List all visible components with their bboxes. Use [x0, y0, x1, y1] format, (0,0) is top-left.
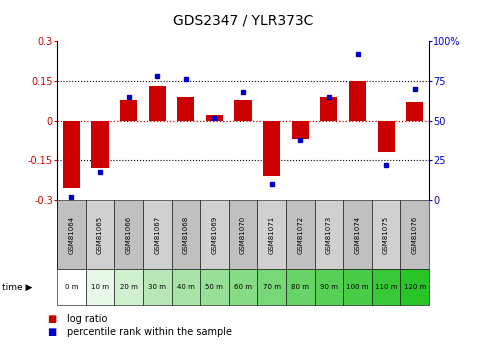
Bar	[314, 200, 343, 269]
Text: GSM81067: GSM81067	[154, 216, 160, 254]
Bar	[286, 200, 314, 269]
Bar	[57, 200, 86, 269]
Bar	[314, 269, 343, 305]
Bar	[86, 269, 114, 305]
Bar	[400, 200, 429, 269]
Text: GSM81076: GSM81076	[412, 216, 418, 254]
Bar	[257, 200, 286, 269]
Bar	[263, 121, 280, 176]
Bar	[200, 269, 229, 305]
Text: 50 m: 50 m	[205, 284, 223, 290]
Text: percentile rank within the sample: percentile rank within the sample	[67, 327, 232, 337]
Bar	[91, 121, 109, 168]
Text: time ▶: time ▶	[2, 283, 33, 292]
Bar	[343, 269, 372, 305]
Bar	[229, 200, 257, 269]
Text: 120 m: 120 m	[404, 284, 426, 290]
Bar	[377, 121, 395, 152]
Bar	[172, 269, 200, 305]
Bar	[172, 200, 200, 269]
Bar	[372, 200, 400, 269]
Bar	[372, 269, 400, 305]
Bar	[149, 86, 166, 121]
Bar	[143, 200, 172, 269]
Bar	[286, 269, 314, 305]
Bar	[120, 100, 137, 121]
Bar	[320, 97, 337, 121]
Text: GSM81074: GSM81074	[355, 216, 361, 254]
Text: 90 m: 90 m	[320, 284, 338, 290]
Text: GSM81070: GSM81070	[240, 216, 246, 254]
Text: 70 m: 70 m	[263, 284, 281, 290]
Text: GSM81068: GSM81068	[183, 216, 189, 254]
Text: 110 m: 110 m	[375, 284, 397, 290]
Bar	[349, 81, 366, 121]
Text: GSM81072: GSM81072	[297, 216, 303, 254]
Bar	[400, 269, 429, 305]
Text: 20 m: 20 m	[120, 284, 137, 290]
Bar	[114, 200, 143, 269]
Text: GSM81073: GSM81073	[326, 216, 332, 254]
Text: 30 m: 30 m	[148, 284, 166, 290]
Text: GSM81066: GSM81066	[125, 216, 131, 254]
Text: 60 m: 60 m	[234, 284, 252, 290]
Text: ■: ■	[47, 314, 57, 324]
Bar	[63, 121, 80, 188]
Text: GDS2347 / YLR373C: GDS2347 / YLR373C	[173, 13, 313, 28]
Bar	[292, 121, 309, 139]
Text: 40 m: 40 m	[177, 284, 195, 290]
Bar	[343, 200, 372, 269]
Bar	[114, 269, 143, 305]
Bar	[235, 100, 251, 121]
Text: ■: ■	[47, 327, 57, 337]
Text: GSM81075: GSM81075	[383, 216, 389, 254]
Text: GSM81065: GSM81065	[97, 216, 103, 254]
Bar	[86, 200, 114, 269]
Bar	[177, 97, 194, 121]
Text: GSM81064: GSM81064	[68, 216, 74, 254]
Text: 80 m: 80 m	[291, 284, 310, 290]
Bar	[406, 102, 423, 121]
Text: 100 m: 100 m	[346, 284, 369, 290]
Bar	[200, 200, 229, 269]
Text: log ratio: log ratio	[67, 314, 107, 324]
Text: 0 m: 0 m	[64, 284, 78, 290]
Text: 10 m: 10 m	[91, 284, 109, 290]
Bar	[206, 116, 223, 121]
Text: GSM81069: GSM81069	[211, 216, 217, 254]
Text: GSM81071: GSM81071	[269, 216, 275, 254]
Bar	[229, 269, 257, 305]
Bar	[57, 269, 86, 305]
Bar	[257, 269, 286, 305]
Bar	[143, 269, 172, 305]
